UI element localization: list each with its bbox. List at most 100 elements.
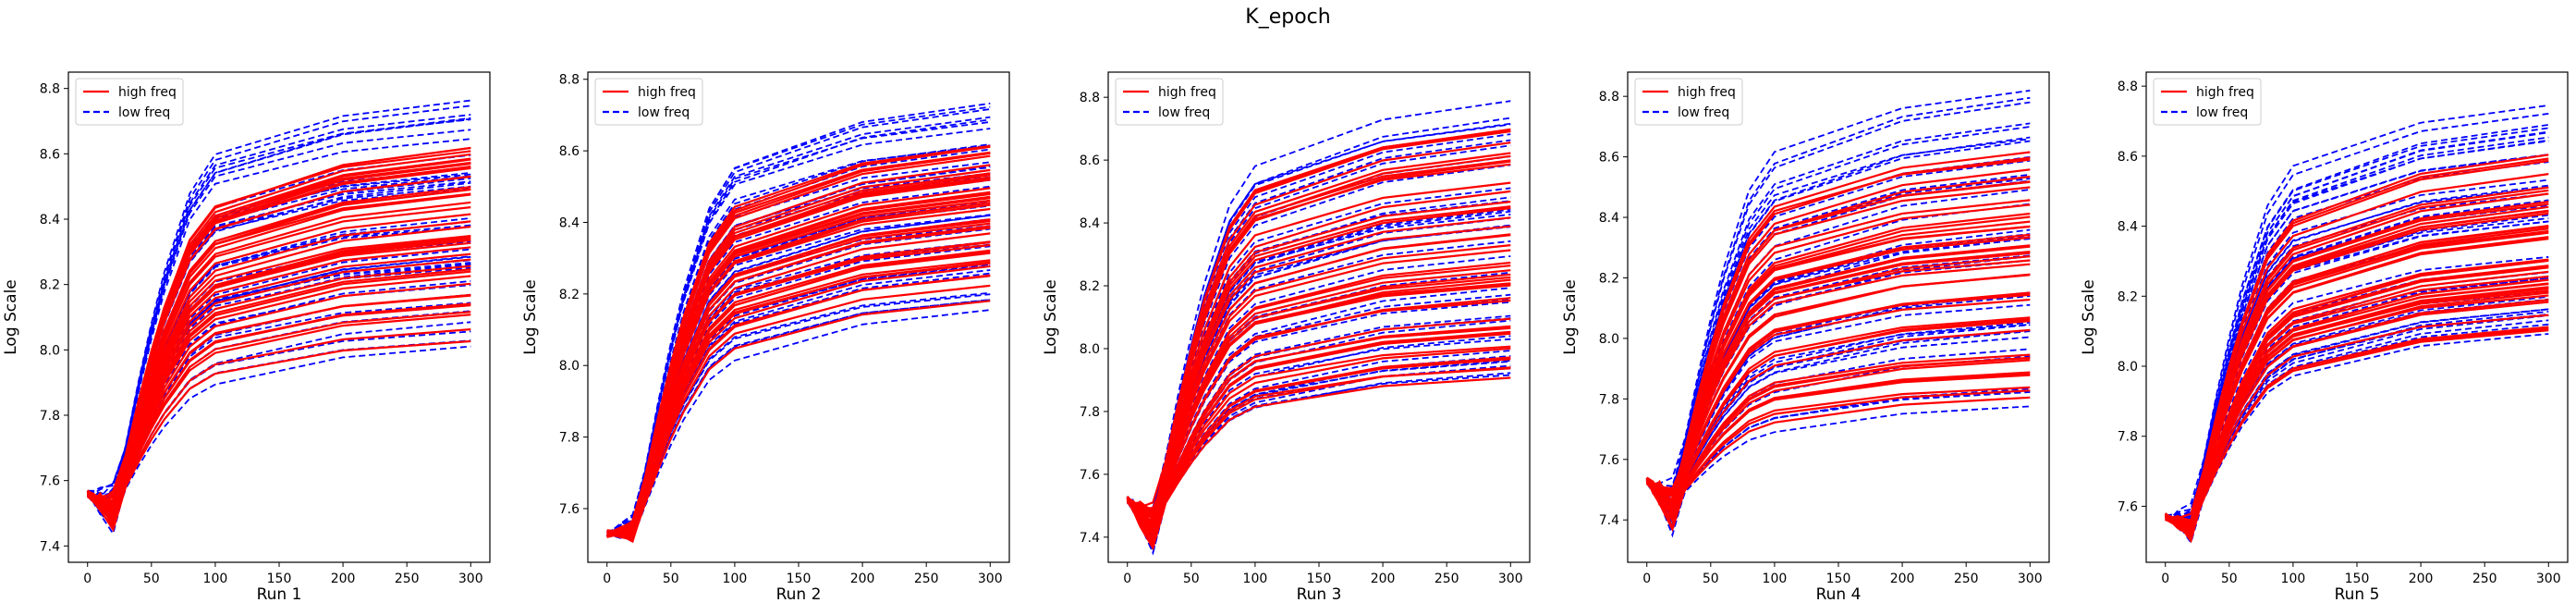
y-tick-label: 8.2 (1080, 279, 1100, 294)
chart-panel-2: 0 50 100 150 200 250 300 7.6 7.8 8.0 8.2 8.4 8.6 8.8 R… (521, 71, 1010, 604)
y-tick-label: 8.4 (1599, 211, 1619, 226)
legend-label: high freq (1158, 85, 1216, 100)
legend-box (594, 78, 703, 126)
y-tick-label: 7.6 (2118, 499, 2138, 514)
high-freq-line (1126, 282, 1511, 524)
legend-label: high freq (1678, 85, 1736, 100)
x-tick-label: 300 (978, 572, 1003, 586)
x-tick-label: 50 (663, 572, 679, 586)
y-tick-label: 8.6 (40, 147, 60, 162)
x-axis-label: Run 1 (257, 585, 302, 604)
legend: high freq low freq (1634, 78, 1743, 126)
low-freq-line (87, 345, 471, 528)
low-freq-line (606, 102, 991, 535)
y-axis-label: Log Scale (2, 279, 20, 355)
low-freq-line (606, 108, 991, 537)
x-tick-label: 100 (723, 572, 748, 586)
series-lines (2164, 105, 2549, 545)
plot-frame (67, 71, 491, 563)
legend-label: high freq (2196, 85, 2254, 100)
y-tick-label: 8.6 (1599, 151, 1619, 166)
high-freq-line (86, 157, 471, 519)
y-tick-label: 8.0 (1599, 332, 1619, 347)
high-freq-line (1645, 374, 2031, 498)
x-tick-label: 50 (143, 572, 160, 586)
x-tick-label: 200 (2409, 572, 2434, 586)
x-tick-label: 300 (458, 572, 483, 586)
y-tick-label: 8.8 (40, 82, 60, 97)
y-tick-label: 7.6 (1080, 468, 1100, 483)
x-tick-label: 100 (1763, 572, 1788, 586)
legend-label: low freq (638, 105, 690, 120)
y-axis-label: Log Scale (1042, 279, 1060, 355)
x-tick-label: 100 (1243, 572, 1268, 586)
x-tick-label: 150 (2345, 572, 2370, 586)
chart-panel-5: 0 50 100 150 200 250 300 7.6 7.8 8.0 8.2 8.4 8.6 8.8 R… (2080, 71, 2569, 604)
high-freq-line (606, 232, 991, 537)
x-tick-label: 150 (787, 572, 812, 586)
y-tick-label: 8.4 (1080, 216, 1100, 231)
x-axis-label: Run 2 (776, 585, 822, 604)
y-tick-label: 7.8 (2118, 430, 2138, 445)
y-tick-label: 8.8 (2118, 80, 2138, 94)
legend: high freq low freq (594, 78, 703, 126)
y-axis-label: Log Scale (1561, 279, 1580, 355)
series-lines (1645, 90, 2031, 538)
x-tick-label: 200 (331, 572, 356, 586)
x-axis-label: Run 4 (1816, 585, 1862, 604)
y-tick-label: 7.8 (559, 431, 580, 446)
y-tick-label: 8.6 (1080, 154, 1100, 168)
x-tick-label: 0 (83, 572, 92, 586)
y-tick-label: 7.8 (40, 409, 60, 424)
x-tick-label: 200 (1371, 572, 1396, 586)
series-lines (1126, 100, 1511, 556)
high-freq-line (1127, 330, 1511, 522)
x-tick-label: 200 (1890, 572, 1915, 586)
legend-label: low freq (1158, 105, 1210, 120)
chart-panel-1: 0 50 100 150 200 250 300 7.4 7.6 7.8 8.0 8.2 8.4 8.6 8… (2, 71, 491, 604)
high-freq-line (87, 252, 471, 530)
high-freq-line (2165, 286, 2549, 523)
low-freq-line (1126, 374, 1511, 556)
x-tick-label: 100 (2281, 572, 2306, 586)
chart-panel-4: 0 50 100 150 200 250 300 7.4 7.6 7.8 8.0 8.2 8.4 8.6 8… (1561, 71, 2050, 604)
high-freq-line (2165, 209, 2549, 535)
low-freq-line (606, 105, 991, 537)
y-tick-label: 7.4 (40, 539, 60, 554)
x-tick-label: 150 (267, 572, 292, 586)
legend-box (2153, 78, 2262, 126)
y-tick-label: 8.2 (40, 278, 60, 293)
y-tick-label: 8.8 (1080, 91, 1100, 105)
x-tick-label: 200 (850, 572, 875, 586)
x-tick-label: 300 (2018, 572, 2043, 586)
low-freq-line (606, 165, 991, 534)
low-freq-line (1645, 336, 2031, 527)
x-tick-label: 100 (203, 572, 228, 586)
high-freq-line (87, 146, 471, 508)
high-freq-line (1127, 141, 1511, 523)
legend-label: low freq (1678, 105, 1729, 120)
high-freq-line (1127, 181, 1511, 533)
low-freq-line (87, 138, 471, 492)
low-freq-line (87, 181, 471, 504)
y-tick-label: 7.6 (559, 502, 580, 517)
y-tick-label: 8.2 (559, 288, 580, 302)
plot-frame (587, 71, 1010, 563)
y-tick-label: 8.8 (1599, 90, 1619, 105)
legend: high freq low freq (2153, 78, 2262, 126)
high-freq-line (2164, 209, 2549, 536)
legend-box (75, 78, 184, 126)
y-tick-label: 8.4 (2118, 220, 2138, 235)
figure-title: K_epoch (1245, 6, 1331, 29)
x-tick-label: 250 (914, 572, 939, 586)
legend-label: high freq (118, 85, 177, 100)
y-tick-label: 7.6 (40, 474, 60, 489)
y-tick-label: 8.2 (1599, 271, 1619, 286)
x-tick-label: 0 (1642, 572, 1651, 586)
y-tick-label: 8.2 (2118, 289, 2138, 304)
y-axis-label: Log Scale (521, 279, 540, 355)
x-tick-label: 250 (395, 572, 420, 586)
x-tick-label: 50 (2221, 572, 2238, 586)
legend-label: low freq (2196, 105, 2248, 120)
